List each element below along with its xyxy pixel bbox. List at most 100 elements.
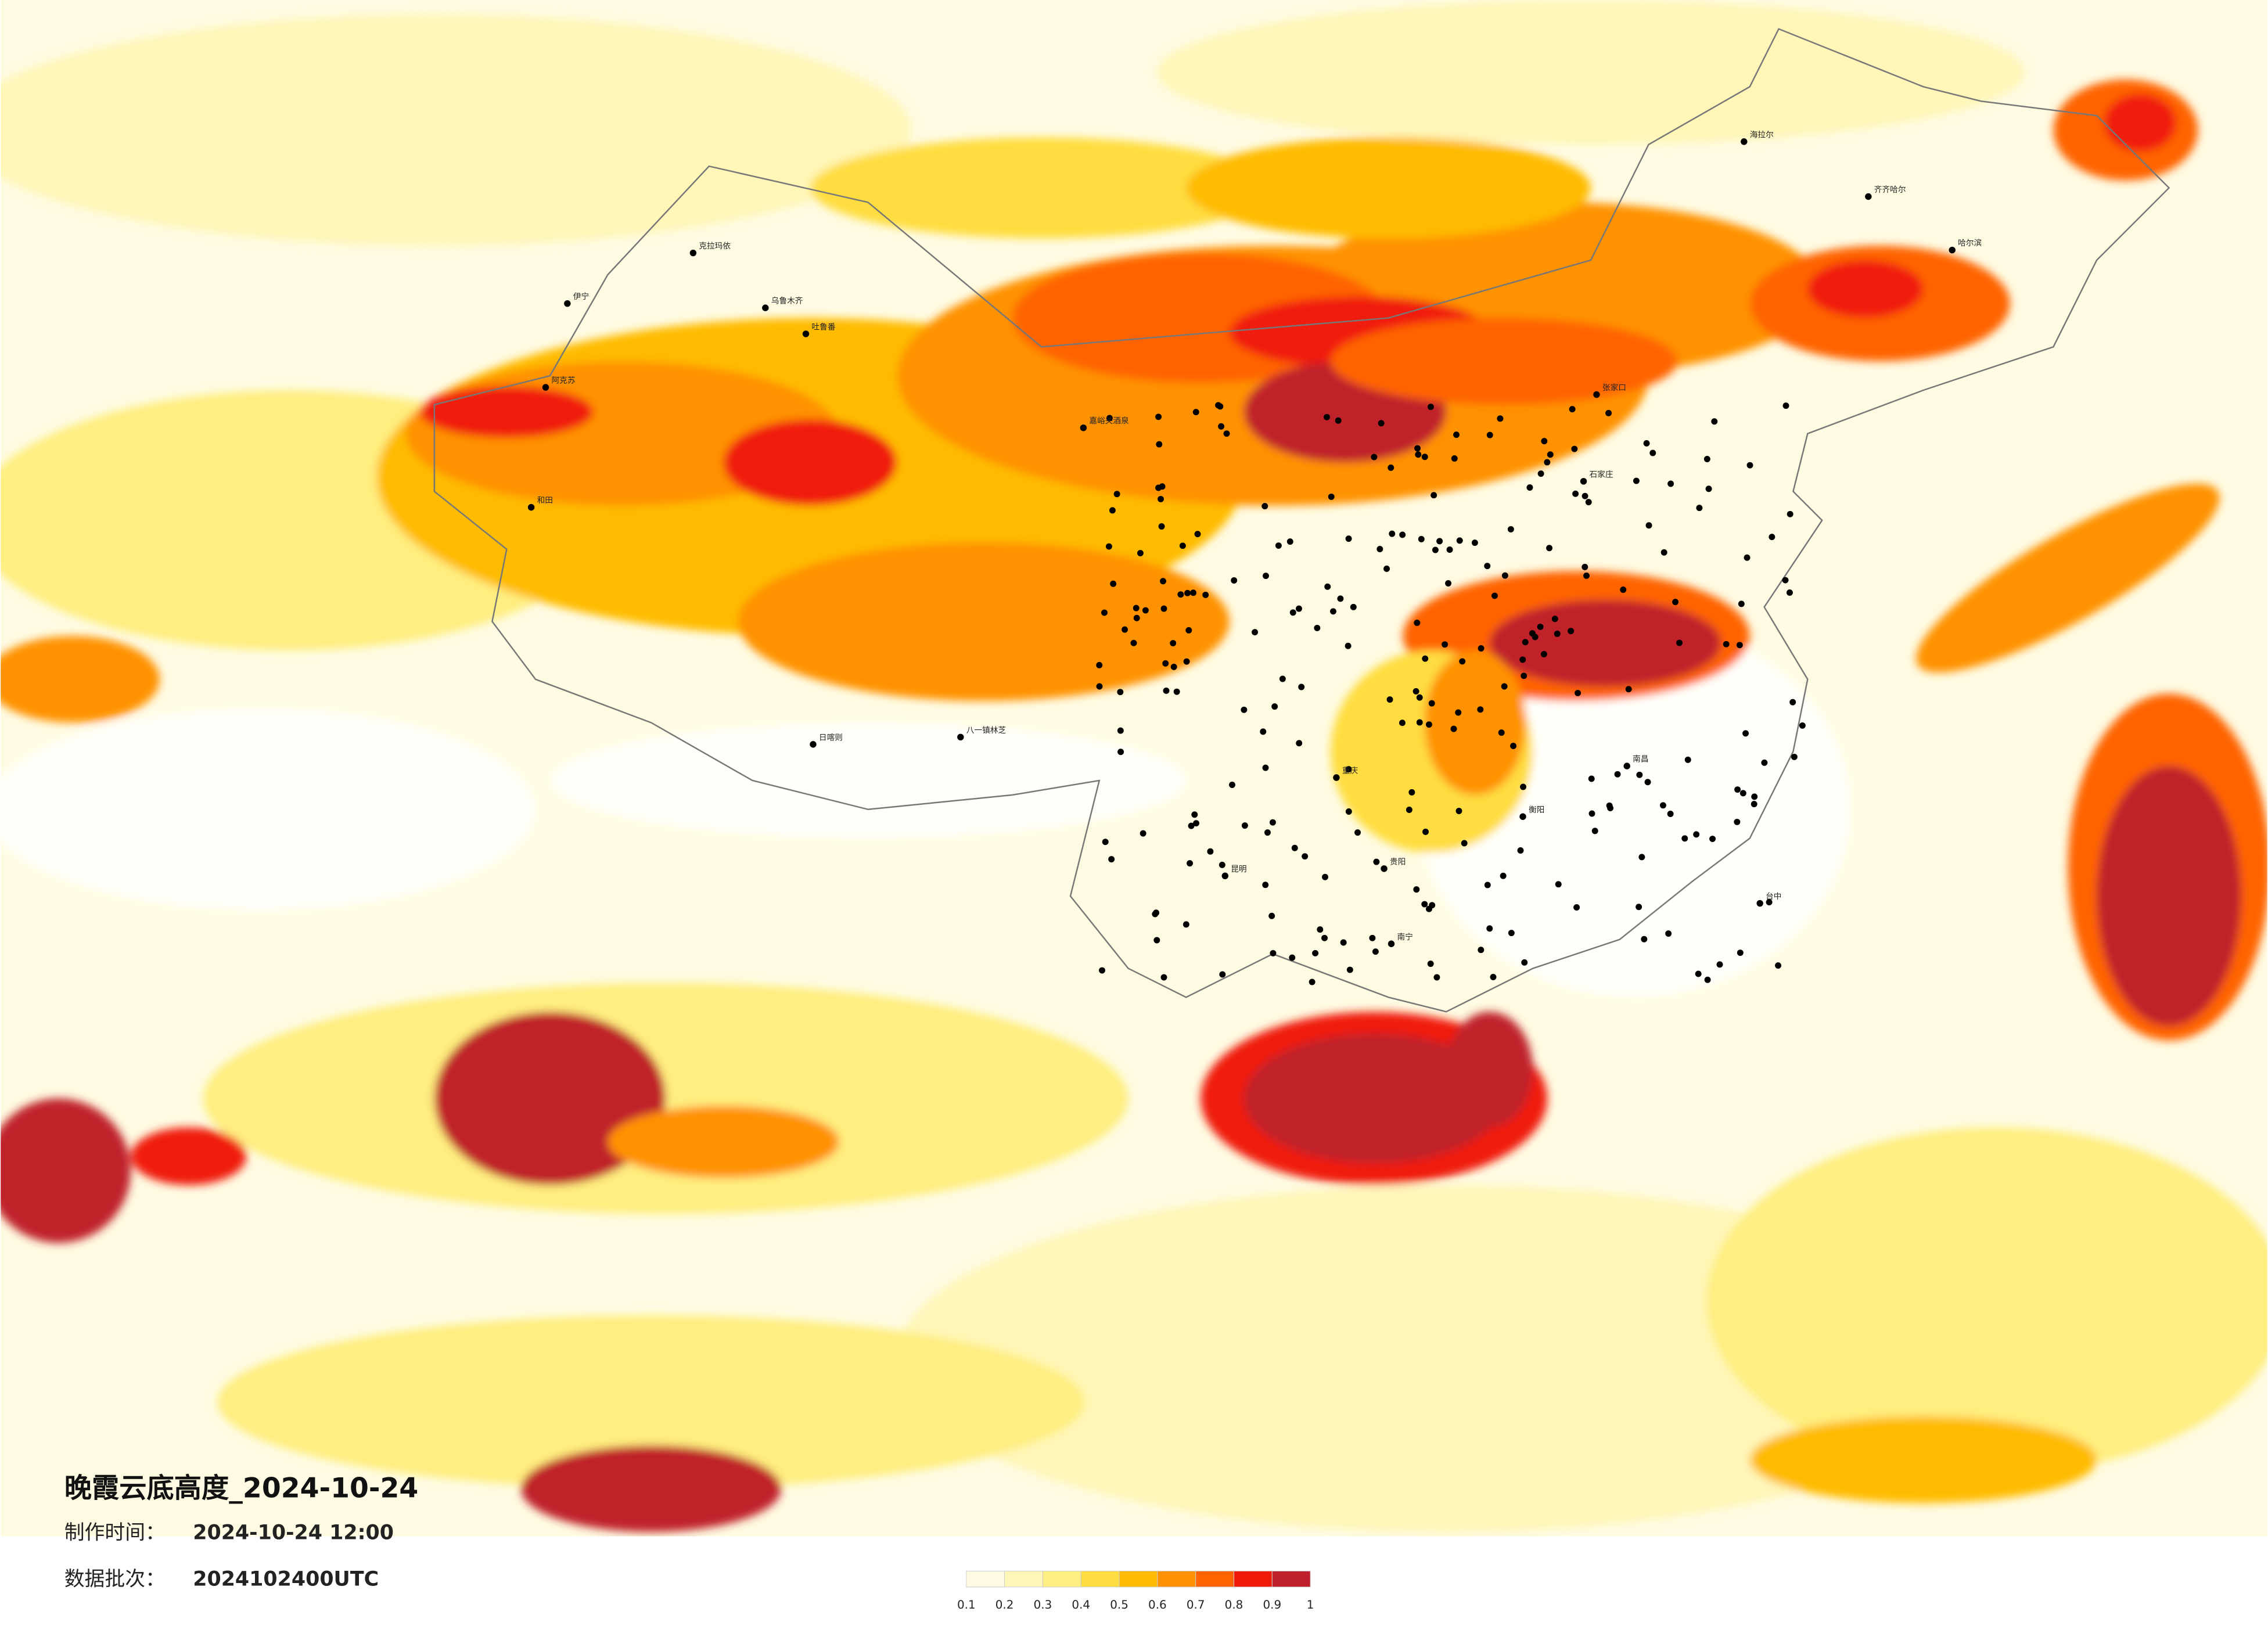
city-dot — [1422, 828, 1429, 835]
batch: 2024102400UTC — [193, 1567, 379, 1591]
city-dot — [1789, 699, 1796, 706]
city-dot — [1221, 872, 1229, 879]
city-label: 张家口 — [1602, 383, 1626, 393]
city-dot — [1490, 974, 1497, 980]
city-dot — [1510, 743, 1517, 749]
made-time: 2024-10-24 12:00 — [193, 1521, 394, 1545]
city-dot — [1756, 900, 1763, 907]
city-dot — [1486, 925, 1493, 932]
city-dot — [1302, 853, 1309, 860]
city-dot — [1551, 616, 1558, 623]
city-dot — [1335, 417, 1342, 424]
city-label: 伊宁 — [573, 292, 589, 301]
city-dot — [1667, 811, 1674, 817]
city-dot — [1459, 658, 1466, 665]
city-dot — [1110, 580, 1117, 587]
city-dot — [1665, 930, 1672, 937]
city-dot — [1340, 939, 1347, 946]
city-label: 八一镇林芝 — [966, 726, 1007, 735]
city-dot — [1709, 836, 1716, 843]
city-dot — [1782, 402, 1789, 409]
city-dot — [1751, 801, 1757, 808]
city-dot — [1751, 793, 1758, 800]
city-dot — [1185, 627, 1192, 634]
city-dot — [1130, 639, 1137, 646]
city-dot — [1140, 830, 1146, 837]
city-dot — [762, 304, 769, 311]
city-dot — [1241, 822, 1248, 829]
city-dot — [1766, 899, 1773, 906]
city-label: 嘉峪关酒泉 — [1089, 416, 1129, 426]
city-dot — [1223, 430, 1230, 437]
city-dot — [1376, 546, 1383, 553]
city-dot — [1554, 630, 1561, 637]
city-dot — [1761, 759, 1768, 766]
city-dot — [1113, 491, 1120, 498]
city-dot — [1158, 523, 1165, 530]
city-dot — [1519, 656, 1526, 663]
city-dot — [1716, 961, 1723, 968]
city-dot — [1142, 607, 1149, 614]
city-label: 海拉尔 — [1750, 130, 1774, 139]
city-dot — [1317, 926, 1324, 933]
city-dot — [1378, 420, 1385, 427]
city-dot — [1430, 492, 1437, 499]
city-dot — [1484, 563, 1491, 570]
city-dot — [1641, 936, 1648, 942]
city-dot — [1296, 605, 1302, 612]
city-dot — [1241, 706, 1248, 713]
city-dot — [1155, 413, 1162, 420]
city-dot — [1636, 771, 1643, 778]
city-dot — [1484, 882, 1491, 888]
city-dot — [1547, 451, 1554, 458]
city-dot — [957, 733, 964, 741]
city-dot — [1684, 756, 1691, 763]
city-dot — [1741, 138, 1748, 145]
city-dot — [1202, 591, 1209, 598]
city-dot — [1286, 538, 1293, 545]
colorbar-tick-label: 1 — [1307, 1598, 1314, 1611]
city-dot — [1289, 954, 1296, 961]
made-label: 制作时间： — [64, 1521, 166, 1545]
city-dot — [1191, 811, 1198, 818]
city-dot — [1555, 881, 1562, 888]
city-label: 贵阳 — [1390, 857, 1406, 866]
city-dot — [1156, 441, 1163, 448]
city-dot — [1703, 455, 1710, 462]
city-dot — [1264, 829, 1271, 836]
city-dot — [1229, 781, 1235, 788]
city-dot — [1421, 454, 1428, 461]
city-dot — [1309, 979, 1315, 985]
city-label: 阿克苏 — [551, 376, 575, 386]
city-dot — [1546, 545, 1553, 552]
city-dot — [1456, 537, 1463, 544]
country-border — [433, 28, 2170, 1013]
colorbar-box — [1119, 1570, 1158, 1588]
city-dot — [1354, 829, 1361, 836]
city-dot — [1501, 683, 1508, 690]
colorbar-box — [1234, 1570, 1273, 1588]
city-dot — [1429, 902, 1436, 909]
city-dot — [1101, 609, 1108, 616]
city-dot — [1153, 937, 1160, 944]
city-dot — [1486, 431, 1493, 438]
colorbar-box — [1004, 1570, 1043, 1588]
city-dot — [1268, 912, 1275, 919]
city-dot — [1605, 409, 1612, 416]
city-dot — [1155, 484, 1162, 491]
city-dot — [1521, 959, 1528, 966]
city-label: 克拉玛依 — [699, 242, 731, 251]
city-dot — [1568, 628, 1575, 635]
colorbar-box — [966, 1570, 1005, 1588]
city-dot — [1160, 605, 1167, 612]
city-dot — [1102, 839, 1109, 846]
city-dot — [1312, 949, 1319, 956]
city-dot — [1177, 591, 1184, 598]
city-dot — [1455, 808, 1462, 814]
city-dot — [1173, 688, 1180, 695]
city-dot — [1573, 904, 1580, 911]
city-dot — [1455, 709, 1462, 716]
city-dot — [1865, 193, 1872, 200]
city-dot — [1537, 623, 1544, 630]
city-dot — [1734, 786, 1741, 793]
